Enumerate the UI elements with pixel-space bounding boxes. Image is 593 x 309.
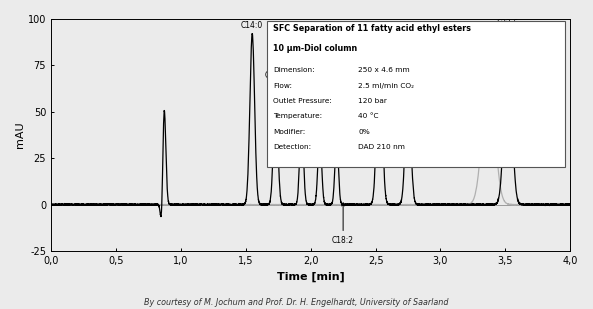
Text: 2.5 ml/min CO₂: 2.5 ml/min CO₂ [358, 83, 415, 89]
Text: SFC Separation of 11 fatty acid ethyl esters: SFC Separation of 11 fatty acid ethyl es… [273, 24, 471, 33]
Text: Detection:: Detection: [273, 144, 311, 150]
Text: C18:3: C18:3 [326, 127, 347, 136]
Text: C18:0: C18:0 [291, 107, 313, 116]
X-axis label: Time [min]: Time [min] [277, 271, 345, 281]
Text: C22:5: C22:5 [477, 53, 499, 62]
FancyBboxPatch shape [266, 21, 565, 167]
Text: C14:0: C14:0 [241, 21, 263, 30]
Text: 0%: 0% [358, 129, 370, 135]
Text: Flow:: Flow: [273, 83, 292, 89]
Text: C20:5: C20:5 [397, 71, 419, 80]
Text: Dimension:: Dimension: [273, 67, 314, 73]
Text: C18:2: C18:2 [332, 203, 354, 245]
Text: C18:1: C18:1 [309, 121, 331, 130]
Text: C22:6: C22:6 [497, 19, 519, 28]
Text: Modifier:: Modifier: [273, 129, 305, 135]
Text: Temperature:: Temperature: [273, 113, 322, 119]
Text: C20:4: C20:4 [368, 28, 391, 38]
Text: C16:0: C16:0 [264, 71, 287, 80]
Text: 10 μm-Diol column: 10 μm-Diol column [273, 44, 357, 53]
Text: 120 bar: 120 bar [358, 98, 387, 104]
Text: Outlet Pressure:: Outlet Pressure: [273, 98, 331, 104]
Y-axis label: mAU: mAU [15, 122, 25, 148]
Text: DAD 210 nm: DAD 210 nm [358, 144, 406, 150]
Text: 40 °C: 40 °C [358, 113, 379, 119]
Text: 250 x 4.6 mm: 250 x 4.6 mm [358, 67, 410, 73]
Text: By courtesy of M. Jochum and Prof. Dr. H. Engelhardt, University of Saarland: By courtesy of M. Jochum and Prof. Dr. H… [144, 298, 449, 307]
